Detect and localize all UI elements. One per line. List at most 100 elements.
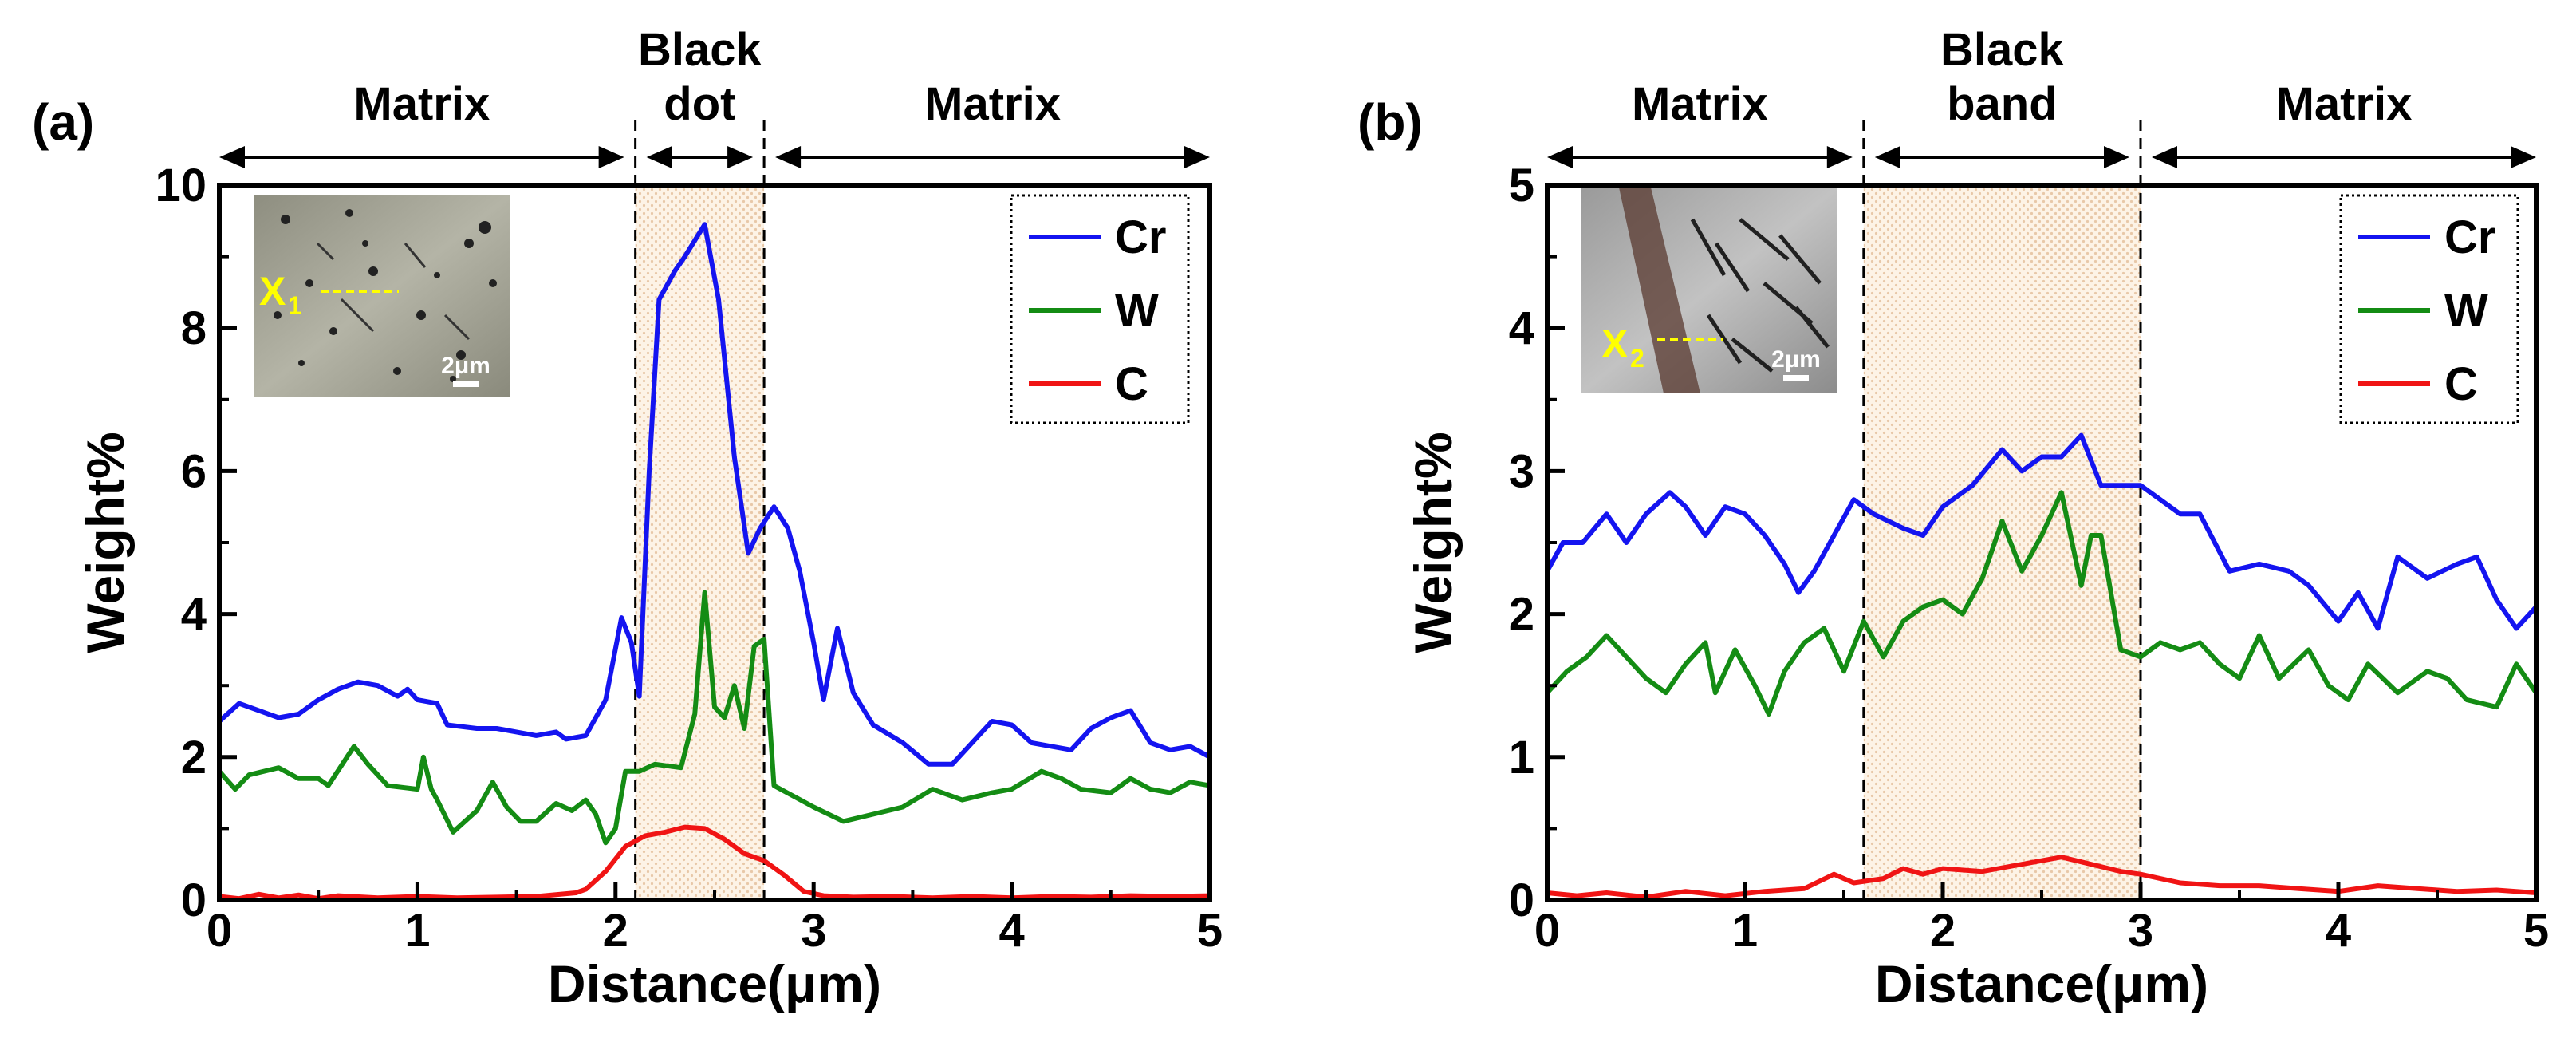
- x-tick-label: 3: [801, 905, 826, 957]
- inset-micrograph: X 2 2μm: [1581, 188, 1837, 393]
- arrow-head-right-icon: [2511, 146, 2536, 168]
- inset-background: [1581, 188, 1837, 393]
- arrow-head-right-icon: [2104, 146, 2129, 168]
- series-line-cr: [1545, 432, 2539, 631]
- legend-label-cr: Cr: [1115, 211, 1166, 263]
- inset-streak: [1690, 218, 1727, 277]
- region-label: Matrix: [2276, 78, 2413, 130]
- y-tick-label: 0: [1509, 874, 1534, 926]
- inset-scale-bar: [453, 381, 479, 387]
- inset-scale-bar: [1783, 375, 1809, 381]
- region-label: Matrix: [924, 78, 1061, 130]
- x-tick-label: 0: [1534, 905, 1560, 957]
- region-label: Black: [1940, 24, 2065, 76]
- region-label: dot: [664, 78, 735, 130]
- inset-micrograph: X 1 2μm: [254, 195, 510, 397]
- x-tick-label: 4: [2326, 905, 2351, 957]
- arrow-head-left-icon: [646, 146, 672, 168]
- series-line-w: [1545, 490, 2539, 717]
- y-tick-label: 2: [181, 732, 207, 784]
- legend-label-cr: Cr: [2444, 211, 2495, 263]
- inset-marker-label: X: [259, 269, 286, 314]
- x-tick-label: 2: [1930, 905, 1956, 957]
- inset-dot: [464, 239, 474, 248]
- panel-label: (a): [32, 93, 94, 151]
- inset-dot: [434, 272, 440, 278]
- region-label: Matrix: [353, 78, 490, 130]
- y-tick-label: 6: [181, 445, 207, 497]
- legend-label-c: C: [1115, 358, 1148, 410]
- inset-scale-label: 2μm: [1771, 346, 1821, 373]
- inset-dot: [298, 360, 305, 366]
- region-label: Matrix: [1632, 78, 1768, 130]
- x-tick-label: 0: [207, 905, 232, 957]
- region-label: Black: [638, 24, 762, 76]
- inset-dot: [416, 310, 426, 320]
- y-tick-label: 10: [155, 160, 207, 211]
- arrow-head-right-icon: [598, 146, 624, 168]
- series-line-cr: [217, 222, 1212, 767]
- region-label: band: [1947, 78, 2058, 130]
- inset-dot: [479, 221, 491, 234]
- arrow-head-right-icon: [727, 146, 754, 168]
- y-tick-label: 1: [1509, 732, 1534, 784]
- inset-streak: [404, 243, 427, 268]
- inset-marker-subscript: 2: [1630, 344, 1644, 373]
- inset-dot: [329, 327, 337, 335]
- inset-dot: [362, 240, 368, 247]
- inset-streak: [1714, 242, 1751, 293]
- legend-label-c: C: [2444, 358, 2478, 410]
- arrow-head-right-icon: [1184, 146, 1210, 168]
- inset-background: [254, 195, 510, 397]
- inset-streak: [1778, 234, 1822, 285]
- x-tick-label: 5: [1197, 905, 1223, 957]
- inset-dot: [345, 209, 353, 217]
- inset-dot: [393, 367, 401, 375]
- inset-streak: [443, 314, 471, 341]
- arrow-head-left-icon: [775, 146, 802, 168]
- inset-streak: [1794, 306, 1830, 349]
- inset-dot: [368, 266, 378, 276]
- inset-dot: [489, 279, 497, 287]
- series-line-c: [1545, 855, 2539, 900]
- inset-streak: [316, 242, 335, 261]
- x-tick-label: 3: [2128, 905, 2153, 957]
- inset-dot: [450, 376, 456, 382]
- inset-streak: [1739, 218, 1790, 261]
- inset-dot: [281, 215, 290, 224]
- arrow-head-right-icon: [1826, 146, 1853, 168]
- arrow-head-left-icon: [219, 146, 245, 168]
- x-axis-title: Distance(μm): [548, 954, 881, 1013]
- y-tick-label: 4: [181, 589, 207, 641]
- arrow-head-left-icon: [1547, 146, 1573, 168]
- inset-marker-subscript: 1: [288, 291, 302, 320]
- y-axis-title: Weight%: [76, 432, 135, 653]
- series-line-c: [217, 824, 1212, 902]
- panel-label: (b): [1357, 93, 1423, 151]
- x-tick-label: 1: [404, 905, 430, 957]
- inset-dot: [305, 279, 313, 287]
- inset-streak: [340, 298, 375, 333]
- inset-streak: [1731, 338, 1774, 373]
- y-tick-label: 2: [1509, 589, 1534, 641]
- inset-streak: [1706, 314, 1743, 365]
- y-tick-label: 5: [1509, 160, 1534, 211]
- y-tick-label: 4: [1509, 302, 1534, 354]
- x-tick-label: 4: [998, 905, 1024, 957]
- x-axis-title: Distance(μm): [1875, 954, 2208, 1013]
- x-tick-label: 5: [2523, 905, 2549, 957]
- shaded-region: [1863, 185, 2141, 900]
- x-tick-label: 1: [1732, 905, 1758, 957]
- inset-dot: [274, 311, 282, 319]
- arrow-head-left-icon: [2152, 146, 2177, 168]
- inset-dot: [456, 350, 466, 360]
- series-line-w: [217, 590, 1212, 846]
- x-tick-label: 2: [603, 905, 628, 957]
- legend-label-w: W: [2444, 285, 2488, 337]
- y-tick-label: 3: [1509, 445, 1534, 497]
- arrow-head-left-icon: [1874, 146, 1900, 168]
- inset-scale-label: 2μm: [441, 353, 490, 379]
